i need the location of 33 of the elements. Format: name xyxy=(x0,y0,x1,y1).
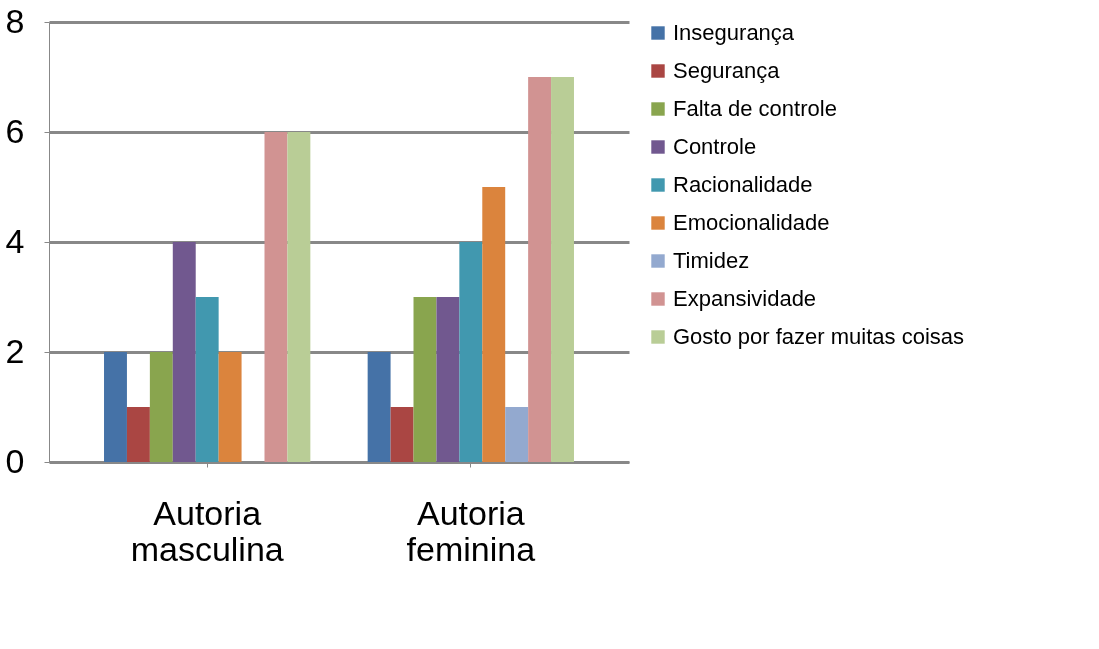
legend-label: Falta de controle xyxy=(673,96,837,121)
bar xyxy=(505,407,529,462)
legend-label: Emocionalidade xyxy=(673,210,830,235)
y-tick-label: 4 xyxy=(5,221,25,260)
bar xyxy=(413,297,437,462)
bar xyxy=(528,77,552,462)
y-tick-label: 2 xyxy=(5,331,25,370)
bar xyxy=(126,407,150,462)
bar xyxy=(218,352,242,462)
bar xyxy=(287,132,311,462)
bar xyxy=(104,352,127,462)
legend-label: Segurança xyxy=(673,58,781,83)
legend-label: Timidez xyxy=(673,248,750,273)
bar xyxy=(482,187,506,462)
x-tick-label: Autoria masculina xyxy=(130,493,284,568)
bar xyxy=(149,352,173,462)
bar xyxy=(436,297,460,462)
bar xyxy=(459,242,483,462)
x-tick-label: Autoria feminina xyxy=(406,493,536,568)
y-tick-label: 0 xyxy=(5,441,25,480)
legend-label: Insegurança xyxy=(673,20,795,45)
bar xyxy=(172,242,196,462)
legend-label: Expansividade xyxy=(673,286,817,311)
y-tick-label: 8 xyxy=(5,1,25,40)
bar xyxy=(390,407,414,462)
bar xyxy=(367,352,391,462)
legend-label: Gosto por fazer muitas coisas xyxy=(673,324,965,349)
y-tick-label: 6 xyxy=(5,111,25,150)
legend-label: Controle xyxy=(673,134,757,159)
legend-label: Racionalidade xyxy=(673,172,813,197)
bar xyxy=(551,77,574,462)
bar xyxy=(195,297,219,462)
bar xyxy=(264,132,288,462)
